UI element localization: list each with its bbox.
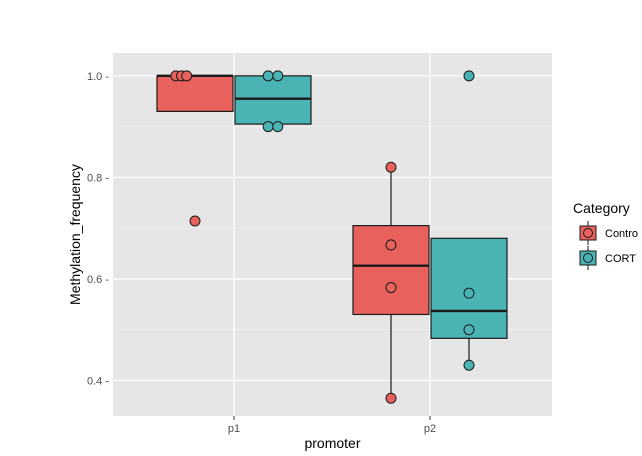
data-point <box>181 70 193 82</box>
legend: Category Contro CORT <box>573 200 638 270</box>
boxes <box>156 74 508 399</box>
data-point <box>385 282 397 294</box>
grid-lines <box>113 53 552 416</box>
y-tick-label: 0.6 - <box>87 274 109 286</box>
axes: 0.4 - 0.6 - 0.8 - 1.0 - p1 p2 <box>87 71 436 435</box>
data-point <box>262 121 274 133</box>
legend-keys <box>579 221 597 270</box>
data-point <box>463 287 475 299</box>
data-point <box>463 324 475 336</box>
y-tick-label: 0.8 - <box>87 172 109 184</box>
x-axis-title: promoter <box>304 435 360 451</box>
box-p1-0 <box>156 74 234 112</box>
outlier-point <box>463 70 475 82</box>
y-axis-title: Methylation_frequency <box>67 164 83 305</box>
data-points <box>170 70 475 404</box>
data-point <box>272 70 284 82</box>
plot-panel <box>113 53 552 416</box>
legend-label-control: Contro <box>605 228 638 240</box>
y-tick-label: 1.0 - <box>87 71 109 83</box>
data-point <box>385 392 397 404</box>
data-point <box>272 121 284 133</box>
box-body <box>156 75 234 112</box>
outlier-point <box>189 215 201 227</box>
x-tick-label: p2 <box>424 423 436 435</box>
data-point <box>463 359 475 371</box>
data-point <box>385 161 397 173</box>
y-tick-label: 0.4 - <box>87 375 109 387</box>
box-body <box>352 225 430 316</box>
data-point <box>262 70 274 82</box>
legend-key-0 <box>579 221 597 245</box>
box-p1-1 <box>234 75 312 125</box>
x-tick-label: p1 <box>228 423 240 435</box>
legend-key-point <box>583 228 593 238</box>
legend-title: Category <box>573 200 630 216</box>
legend-key-1 <box>579 246 597 270</box>
box-body <box>234 75 312 125</box>
data-point <box>385 239 397 251</box>
legend-label-cort: CORT <box>605 253 636 265</box>
legend-key-point <box>583 253 593 263</box>
